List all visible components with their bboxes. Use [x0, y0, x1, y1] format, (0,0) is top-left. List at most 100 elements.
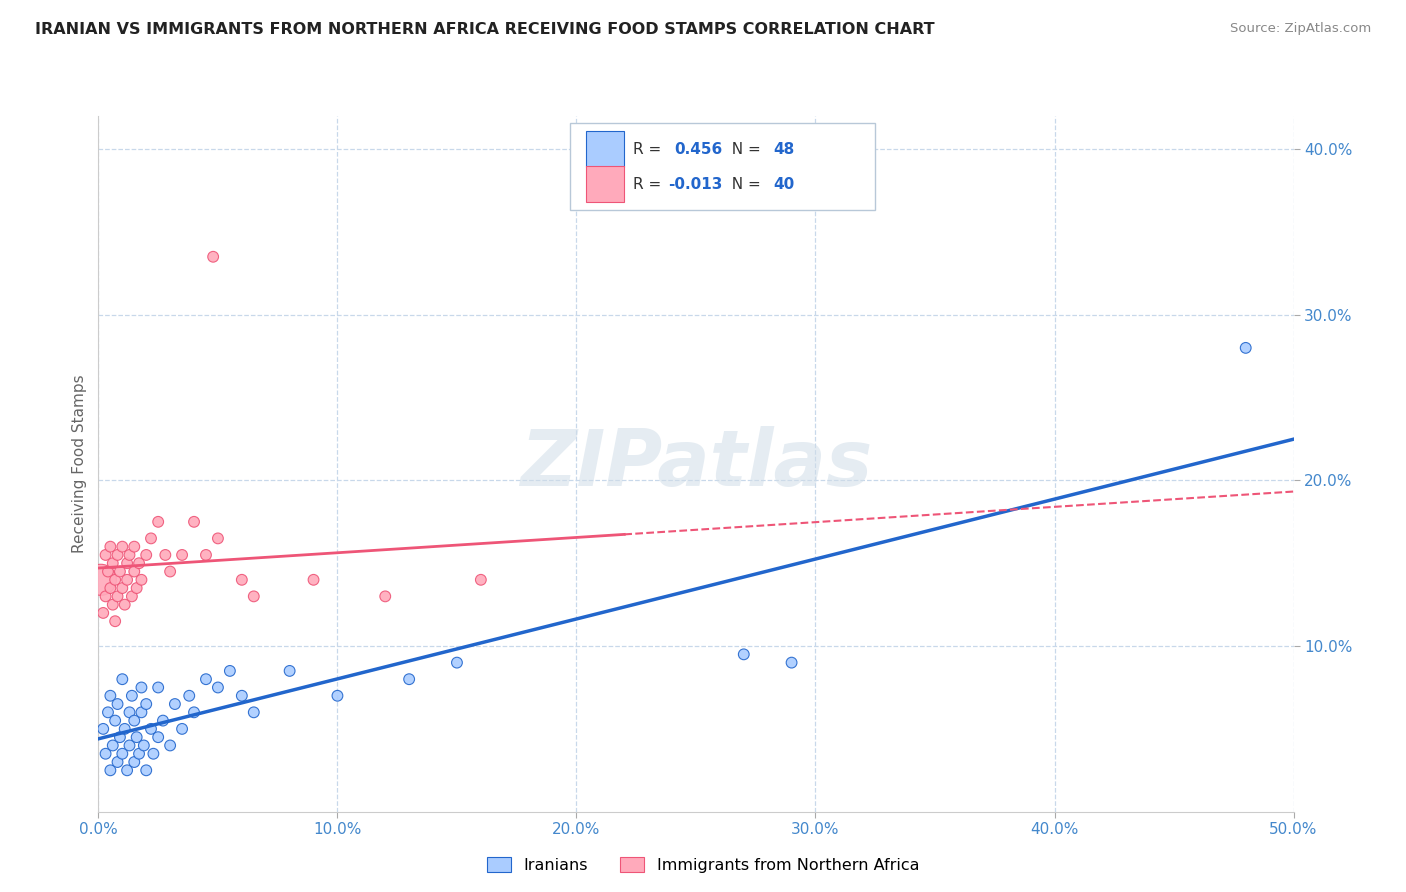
Point — [124, 540, 146, 554]
Point — [107, 697, 129, 711]
Point — [124, 565, 146, 579]
Point — [108, 565, 131, 579]
Point — [104, 614, 127, 628]
FancyBboxPatch shape — [571, 123, 875, 210]
Legend: Iranians, Immigrants from Northern Africa: Iranians, Immigrants from Northern Afric… — [481, 851, 925, 880]
Point — [107, 590, 129, 604]
Point — [163, 697, 186, 711]
Point — [219, 664, 242, 678]
Point — [118, 548, 141, 562]
Point — [118, 739, 141, 753]
Text: N =: N = — [723, 177, 766, 192]
Point — [98, 689, 122, 703]
FancyBboxPatch shape — [586, 166, 624, 202]
Point — [128, 747, 150, 761]
Point — [94, 548, 117, 562]
Point — [183, 515, 205, 529]
Point — [91, 606, 114, 620]
Point — [148, 681, 170, 695]
Point — [104, 714, 127, 728]
Point — [202, 250, 225, 264]
Point — [94, 590, 117, 604]
Point — [179, 689, 201, 703]
Point — [115, 556, 138, 570]
Point — [194, 548, 217, 562]
Point — [115, 573, 138, 587]
Point — [125, 730, 148, 744]
Point — [135, 548, 157, 562]
Point — [326, 689, 349, 703]
Point — [132, 739, 155, 753]
Point — [91, 722, 114, 736]
Point — [90, 573, 112, 587]
Point — [97, 706, 120, 720]
Point — [108, 730, 131, 744]
Point — [374, 590, 396, 604]
Point — [104, 573, 127, 587]
Text: R =: R = — [633, 142, 666, 157]
Point — [111, 747, 134, 761]
Text: 48: 48 — [773, 142, 794, 157]
Point — [107, 548, 129, 562]
Point — [278, 664, 301, 678]
Point — [194, 672, 217, 686]
Point — [172, 548, 194, 562]
Point — [98, 540, 122, 554]
Point — [107, 755, 129, 769]
Point — [207, 532, 229, 546]
Point — [398, 672, 420, 686]
Point — [114, 598, 136, 612]
Point — [152, 714, 174, 728]
Point — [98, 581, 122, 595]
Point — [131, 681, 153, 695]
Point — [172, 722, 194, 736]
Point — [111, 540, 134, 554]
Point — [94, 747, 117, 761]
Text: -0.013: -0.013 — [668, 177, 723, 192]
Point — [124, 714, 146, 728]
Point — [131, 573, 153, 587]
Point — [155, 548, 177, 562]
Text: ZIPatlas: ZIPatlas — [520, 425, 872, 502]
Point — [97, 565, 120, 579]
Point — [446, 656, 468, 670]
Point — [243, 590, 266, 604]
Point — [135, 697, 157, 711]
Point — [231, 689, 253, 703]
Point — [118, 706, 141, 720]
Point — [114, 722, 136, 736]
Point — [142, 747, 165, 761]
Point — [302, 573, 325, 587]
Point — [124, 755, 146, 769]
Point — [101, 739, 124, 753]
Point — [159, 565, 181, 579]
Point — [243, 706, 266, 720]
Point — [128, 556, 150, 570]
Point — [125, 581, 148, 595]
Point — [470, 573, 492, 587]
Point — [131, 706, 153, 720]
Point — [139, 532, 162, 546]
FancyBboxPatch shape — [586, 131, 624, 168]
Point — [135, 764, 157, 778]
Point — [111, 672, 134, 686]
Point — [207, 681, 229, 695]
Y-axis label: Receiving Food Stamps: Receiving Food Stamps — [72, 375, 87, 553]
Point — [1234, 341, 1257, 355]
Point — [159, 739, 181, 753]
Text: N =: N = — [723, 142, 766, 157]
Point — [101, 556, 124, 570]
Text: R =: R = — [633, 177, 666, 192]
Point — [111, 581, 134, 595]
Point — [121, 689, 143, 703]
Point — [121, 590, 143, 604]
Point — [231, 573, 253, 587]
Point — [98, 764, 122, 778]
Point — [139, 722, 162, 736]
Point — [780, 656, 803, 670]
Point — [148, 515, 170, 529]
Text: IRANIAN VS IMMIGRANTS FROM NORTHERN AFRICA RECEIVING FOOD STAMPS CORRELATION CHA: IRANIAN VS IMMIGRANTS FROM NORTHERN AFRI… — [35, 22, 935, 37]
Point — [115, 764, 138, 778]
Point — [733, 648, 755, 662]
Point — [183, 706, 205, 720]
